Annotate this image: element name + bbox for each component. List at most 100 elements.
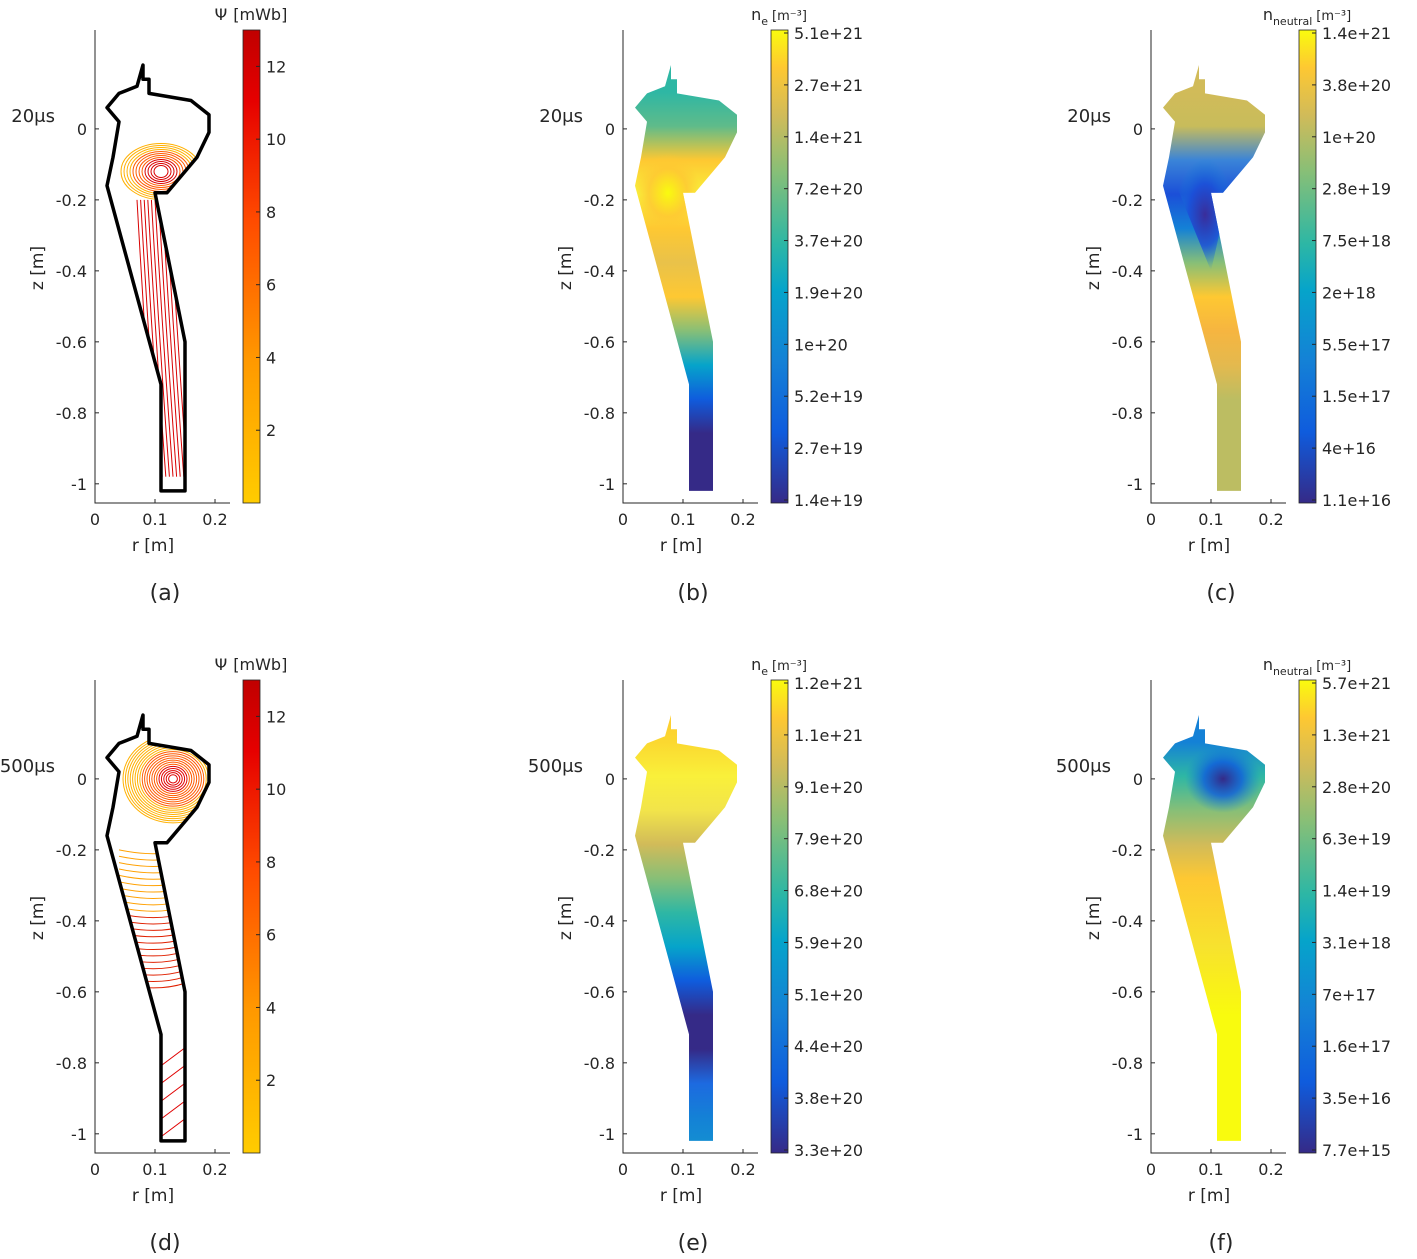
colorbar-tick-label: 1.1e+16 — [1322, 491, 1391, 510]
time-label: 500μs — [0, 756, 55, 777]
colorbar-tick-label: 2.8e+19 — [1322, 180, 1391, 199]
colorbar-tick-label: 4e+16 — [1322, 439, 1376, 458]
colorbar-tick-label: 10 — [266, 130, 286, 149]
colorbar-tick-label: 10 — [266, 780, 286, 799]
wall-outline — [105, 63, 211, 493]
colorbar-title: nneutral [m⁻³] — [1263, 5, 1351, 28]
colorbar-title: Ψ [mWb] — [215, 655, 288, 674]
colorbar-tick-label: 1.4e+21 — [1322, 24, 1391, 43]
time-label: 20μs — [1067, 106, 1111, 127]
y-tick-label: -0.2 — [56, 841, 87, 860]
colorbar-tick-label: 12 — [266, 707, 286, 726]
panel-caption: (d) — [149, 1231, 180, 1256]
colorbar-title: Ψ [mWb] — [215, 5, 288, 24]
colorbar-tick-label: 6 — [266, 276, 276, 295]
colorbar-tick-label: 3.1e+18 — [1322, 933, 1391, 952]
colorbar-tick-label: 1.4e+19 — [794, 491, 863, 510]
y-tick-label: -0.2 — [584, 191, 615, 210]
colorbar-tick-label: 4 — [266, 348, 276, 367]
y-tick-label: -0.8 — [1112, 404, 1143, 423]
x-tick-label: 0.1 — [142, 510, 167, 529]
time-label: 500μs — [528, 756, 583, 777]
colorbar-tick-label: 1.9e+20 — [794, 283, 863, 302]
colorbar-tick-label: 5.9e+20 — [794, 933, 863, 952]
x-tick-label: 0 — [1146, 1160, 1156, 1179]
x-tick-label: 0.1 — [670, 1160, 695, 1179]
time-label: 20μs — [539, 106, 583, 127]
x-tick-label: 0.2 — [202, 510, 227, 529]
y-tick-label: -0.4 — [56, 262, 87, 281]
colorbar-tick-label: 3.8e+20 — [1322, 76, 1391, 95]
colorbar — [1298, 679, 1317, 1154]
colorbar-tick-label: 1.6e+17 — [1322, 1037, 1391, 1056]
y-tick-label: -0.8 — [1112, 1054, 1143, 1073]
colorbar-tick-label: 7.9e+20 — [794, 830, 863, 849]
y-tick-label: -0.2 — [584, 841, 615, 860]
y-tick-label: -0.6 — [1112, 983, 1143, 1002]
x-tick-label: 0 — [618, 1160, 628, 1179]
x-tick-label: 0.2 — [730, 1160, 755, 1179]
colorbar-tick-label: 1.4e+19 — [1322, 882, 1391, 901]
y-tick-label: -0.6 — [584, 983, 615, 1002]
y-tick-label: -0.6 — [56, 333, 87, 352]
colorbar — [770, 679, 789, 1154]
y-tick-label: -1 — [1127, 1125, 1143, 1144]
field-map — [635, 715, 737, 1141]
colorbar-tick-label: 5.1e+21 — [794, 24, 863, 43]
colorbar-tick-label: 1.1e+21 — [794, 726, 863, 745]
x-tick-label: 0.1 — [1198, 510, 1223, 529]
field-map — [635, 65, 737, 491]
colorbar-tick-label: 2 — [266, 421, 276, 440]
colorbar-tick-label: 2.8e+20 — [1322, 778, 1391, 797]
colorbar-tick-label: 8 — [266, 203, 276, 222]
y-tick-label: 0 — [605, 770, 615, 789]
y-tick-label: -1 — [71, 475, 87, 494]
colorbar-tick-label: 6 — [266, 926, 276, 945]
y-axis-label: z [m] — [1084, 246, 1104, 290]
colorbar-tick-label: 3.3e+20 — [794, 1141, 863, 1160]
y-tick-label: -0.2 — [1112, 841, 1143, 860]
panel-a: 0-0.2-0.4-0.6-0.8-10 0.1 0.2r [m]z [m]20μs… — [11, 5, 287, 606]
y-tick-label: -0.6 — [584, 333, 615, 352]
x-tick-label: 0.1 — [670, 510, 695, 529]
y-axis-label: z [m] — [28, 896, 48, 940]
y-axis-label: z [m] — [28, 246, 48, 290]
colorbar-tick-label: 3.8e+20 — [794, 1089, 863, 1108]
colorbar-tick-label: 6.3e+19 — [1322, 830, 1391, 849]
colorbar-tick-label: 1.4e+21 — [794, 128, 863, 147]
x-tick-label: 0.1 — [1198, 1160, 1223, 1179]
x-tick-label: 0 — [1146, 510, 1156, 529]
colorbar-tick-label: 2e+18 — [1322, 283, 1376, 302]
colorbar-tick-label: 8 — [266, 853, 276, 872]
y-tick-label: -1 — [599, 475, 615, 494]
y-tick-label: -0.4 — [1112, 262, 1143, 281]
colorbar-tick-label: 1.2e+21 — [794, 674, 863, 693]
y-tick-label: -1 — [599, 1125, 615, 1144]
colorbar-tick-label: 5.1e+20 — [794, 985, 863, 1004]
x-axis-label: r [m] — [660, 536, 702, 556]
time-label: 20μs — [11, 106, 55, 127]
colorbar-tick-label: 9.1e+20 — [794, 778, 863, 797]
y-tick-label: -0.8 — [584, 1054, 615, 1073]
panel-c: 0-0.2-0.4-0.6-0.8-10 0.1 0.2r [m]z [m]20μs… — [1067, 5, 1391, 606]
y-tick-label: -0.4 — [584, 262, 615, 281]
x-tick-label: 0.2 — [1258, 510, 1283, 529]
colorbar-tick-label: 5.2e+19 — [794, 387, 863, 406]
y-tick-label: -0.4 — [1112, 912, 1143, 931]
colorbar-title: ne [m⁻³] — [751, 655, 807, 678]
y-tick-label: -0.4 — [56, 912, 87, 931]
colorbar-tick-label: 1.5e+17 — [1322, 387, 1391, 406]
x-tick-label: 0.2 — [1258, 1160, 1283, 1179]
colorbar-tick-label: 7.7e+15 — [1322, 1141, 1391, 1160]
colorbar-tick-label: 5.7e+21 — [1322, 674, 1391, 693]
panel-b: 0-0.2-0.4-0.6-0.8-10 0.1 0.2r [m]z [m]20μs… — [539, 5, 863, 606]
colorbar-tick-label: 7.5e+18 — [1322, 232, 1391, 251]
colorbar-tick-label: 3.7e+20 — [794, 232, 863, 251]
colorbar-tick-label: 6.8e+20 — [794, 882, 863, 901]
x-axis-label: r [m] — [660, 1186, 702, 1206]
panel-caption: (a) — [150, 581, 181, 606]
x-axis-label: r [m] — [132, 1186, 174, 1206]
panel-e: 0-0.2-0.4-0.6-0.8-10 0.1 0.2r [m]z [m]500μ… — [528, 655, 863, 1256]
